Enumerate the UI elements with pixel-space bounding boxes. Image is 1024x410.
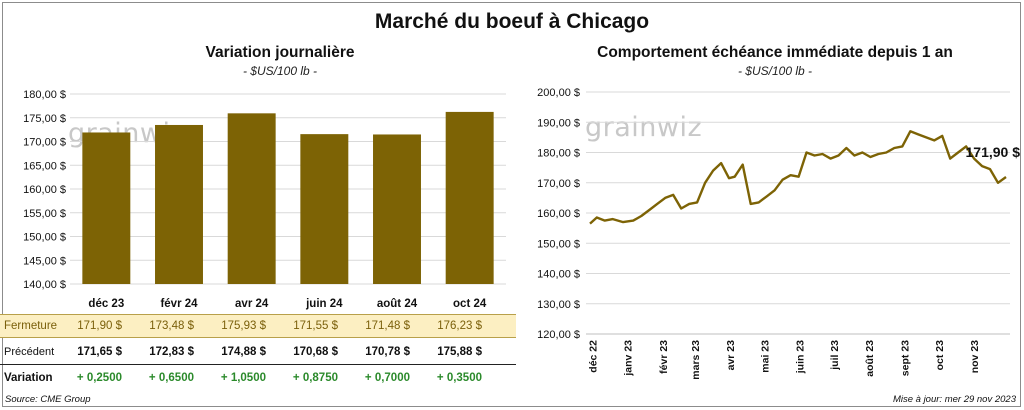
table-cell: + 0,6500 bbox=[148, 372, 194, 384]
y-tick-label: 175,00 $ bbox=[23, 113, 66, 125]
bar bbox=[227, 113, 276, 285]
y-tick-label: 200,00 $ bbox=[537, 87, 580, 99]
price-line bbox=[589, 130, 1007, 225]
x-tick-label: nov 23 bbox=[969, 340, 981, 373]
bar bbox=[373, 134, 421, 284]
y-tick-label: 140,00 $ bbox=[23, 279, 66, 291]
x-category-label: déc 23 bbox=[88, 298, 124, 310]
bar-chart-subtitle: - $US/100 lb - bbox=[242, 64, 318, 78]
y-tick-label: 145,00 $ bbox=[23, 255, 66, 267]
table-row-close: Fermeture 171,90 $ 173,48 $ 175,93 $ 171… bbox=[0, 314, 516, 338]
table-cell: 171,90 $ bbox=[77, 320, 122, 332]
row-label: Fermeture bbox=[4, 320, 58, 332]
y-tick-label: 150,00 $ bbox=[537, 238, 580, 250]
table-cell: 174,88 $ bbox=[221, 346, 266, 358]
table-cell: 171,48 $ bbox=[365, 320, 410, 332]
y-tick-label: 170,00 $ bbox=[23, 137, 66, 149]
y-tick-label: 165,00 $ bbox=[23, 160, 66, 172]
x-category-label: août 24 bbox=[377, 298, 418, 310]
table-cell: 171,55 $ bbox=[293, 320, 338, 332]
table-cell: + 1,0500 bbox=[220, 372, 266, 384]
x-tick-label: févr 23 bbox=[658, 340, 670, 374]
table-cell: 172,83 $ bbox=[149, 346, 194, 358]
y-tick-label: 150,00 $ bbox=[23, 232, 66, 244]
row-label: Variation bbox=[4, 372, 53, 384]
table-cell: 176,23 $ bbox=[437, 320, 482, 332]
bar-chart-title: Variation journalière bbox=[205, 44, 355, 61]
source-note: Source: CME Group bbox=[5, 394, 91, 405]
table-row-variation: Variation + 0,2500 + 0,6500 + 1,0500 + 0… bbox=[0, 367, 516, 391]
y-tick-label: 160,00 $ bbox=[23, 184, 66, 196]
table-cell: 170,78 $ bbox=[365, 346, 410, 358]
y-tick-label: 180,00 $ bbox=[537, 148, 580, 160]
last-value-label: 171,90 $ bbox=[966, 144, 1021, 160]
bar-chart: 140,00 $ 145,00 $ 150,00 $ 155,00 $ 160,00 $… bbox=[23, 89, 506, 310]
bar bbox=[300, 134, 349, 284]
y-tick-label: 180,00 $ bbox=[23, 89, 66, 101]
table-cell: 173,48 $ bbox=[149, 320, 194, 332]
bar bbox=[155, 124, 203, 284]
table-cell: + 0,2500 bbox=[76, 372, 122, 384]
table-cell: 171,65 $ bbox=[77, 346, 122, 358]
x-tick-label: mars 23 bbox=[690, 340, 702, 380]
line-chart-subtitle: - $US/100 lb - bbox=[737, 64, 813, 78]
line-chart-title: Comportement échéance immédiate depuis 1… bbox=[597, 44, 953, 61]
y-tick-label: 170,00 $ bbox=[537, 178, 580, 190]
y-tick-label: 190,00 $ bbox=[537, 117, 580, 129]
x-category-label: févr 24 bbox=[160, 298, 198, 310]
y-tick-label: 140,00 $ bbox=[537, 269, 580, 281]
grainwiz-logo: grainwiz bbox=[585, 112, 703, 143]
y-tick-label: 130,00 $ bbox=[537, 299, 580, 311]
page-title: Marché du boeuf à Chicago bbox=[374, 10, 650, 33]
table-cell: + 0,7000 bbox=[364, 372, 410, 384]
table-cell: 175,93 $ bbox=[221, 320, 266, 332]
row-label: Précédent bbox=[4, 346, 55, 358]
table-cell: + 0,3500 bbox=[436, 372, 482, 384]
x-tick-label: août 23 bbox=[864, 340, 876, 377]
bar bbox=[445, 111, 494, 284]
table-cell: 175,88 $ bbox=[437, 346, 482, 358]
x-tick-label: mai 23 bbox=[759, 340, 771, 373]
x-category-label: avr 24 bbox=[235, 298, 269, 310]
y-tick-label: 160,00 $ bbox=[537, 208, 580, 220]
x-tick-label: juin 23 bbox=[795, 340, 807, 374]
x-tick-label: oct 23 bbox=[934, 340, 946, 371]
x-tick-label: sept 23 bbox=[900, 340, 912, 376]
table-cell: + 0,8750 bbox=[292, 372, 338, 384]
y-tick-label: 120,00 $ bbox=[537, 329, 580, 341]
table-cell: 170,68 $ bbox=[293, 346, 338, 358]
x-tick-label: janv 23 bbox=[623, 340, 635, 377]
table-row-previous: Précédent 171,65 $ 172,83 $ 174,88 $ 170… bbox=[0, 341, 516, 365]
x-tick-label: avr 23 bbox=[725, 340, 737, 371]
y-tick-label: 155,00 $ bbox=[23, 208, 66, 220]
x-category-label: oct 24 bbox=[453, 298, 487, 310]
x-tick-label: déc 22 bbox=[587, 340, 599, 373]
x-category-label: juin 24 bbox=[305, 298, 343, 310]
bar bbox=[82, 132, 131, 284]
update-note: Mise à jour: mer 29 nov 2023 bbox=[892, 394, 1016, 405]
x-tick-label: juil 23 bbox=[829, 340, 841, 371]
